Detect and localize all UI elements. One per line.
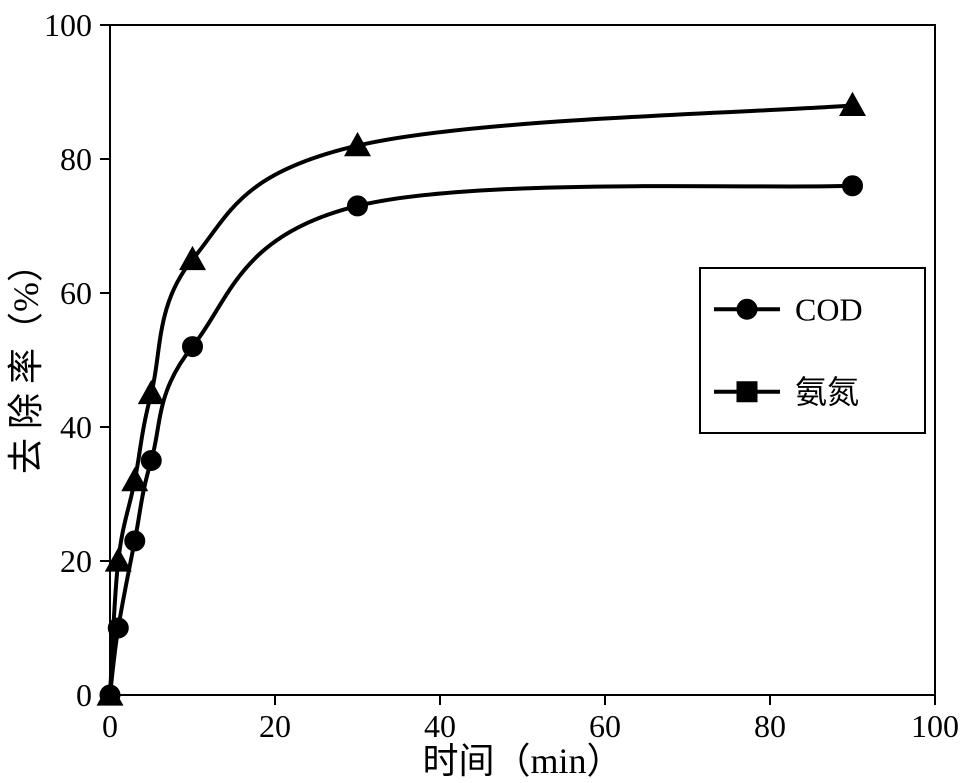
y-axis-title: 去 除 率（%） xyxy=(6,246,46,474)
series-line-0 xyxy=(110,186,853,695)
marker-circle xyxy=(843,176,863,196)
y-tick-label: 60 xyxy=(60,275,92,311)
y-tick-label: 0 xyxy=(76,677,92,713)
y-tick-label: 100 xyxy=(44,7,92,43)
marker-circle xyxy=(183,337,203,357)
legend-label: 氨氮 xyxy=(795,374,859,410)
x-tick-label: 80 xyxy=(754,708,786,744)
x-axis-title: 时间（min） xyxy=(422,741,622,781)
x-tick-label: 20 xyxy=(259,708,291,744)
y-tick-label: 20 xyxy=(60,543,92,579)
x-tick-label: 100 xyxy=(911,708,959,744)
legend-label: COD xyxy=(795,291,863,327)
x-tick-label: 0 xyxy=(102,708,118,744)
marker-triangle xyxy=(139,381,164,404)
x-tick-label: 60 xyxy=(589,708,621,744)
marker-circle xyxy=(125,531,145,551)
marker-triangle xyxy=(122,468,147,491)
marker-square xyxy=(737,382,757,402)
marker-circle xyxy=(348,196,368,216)
x-tick-label: 40 xyxy=(424,708,456,744)
marker-circle xyxy=(737,299,757,319)
y-tick-label: 80 xyxy=(60,141,92,177)
y-tick-label: 40 xyxy=(60,409,92,445)
marker-circle xyxy=(141,451,161,471)
removal-rate-chart: 0 20 40 60 80 100 0 20 40 60 80 100 时间（min） 去 除 率（%） C… xyxy=(0,0,965,783)
